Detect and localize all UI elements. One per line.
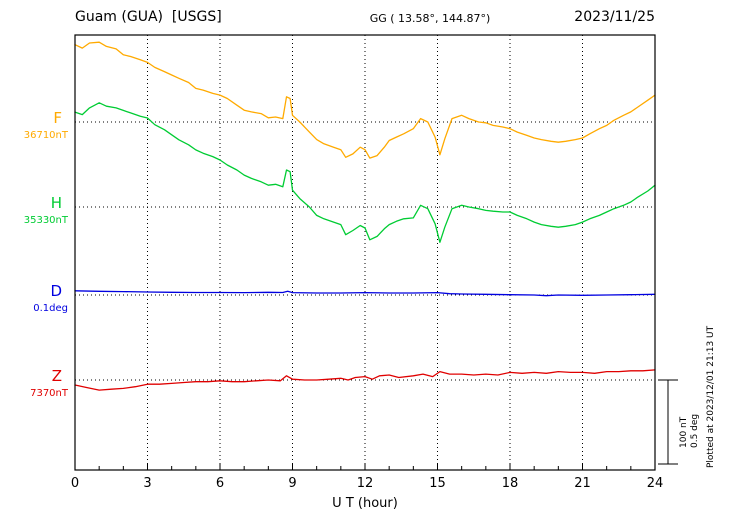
- trace-line-H: [74, 102, 656, 243]
- trace-baseline-f: 36710nT: [23, 130, 68, 141]
- x-tick-label: 0: [70, 476, 80, 491]
- x-tick-label: 6: [215, 476, 225, 491]
- x-axis-label: U T (hour): [332, 496, 398, 511]
- scale-bar-label-deg: 0.5 deg: [690, 414, 700, 448]
- trace-line-F: [74, 41, 656, 159]
- trace-label-d: D: [50, 282, 62, 300]
- x-tick-label: 18: [501, 476, 519, 491]
- trace-label-f: F: [53, 109, 62, 127]
- trace-label-h: H: [50, 194, 62, 212]
- plot-date: 2023/11/25: [574, 9, 655, 25]
- x-tick-label: 15: [429, 476, 446, 491]
- trace-baseline-h: 35330nT: [23, 215, 68, 226]
- station-title: Guam (GUA) [USGS]: [75, 9, 222, 25]
- plot-border: [74, 34, 656, 471]
- x-tick-label: 3: [143, 476, 152, 491]
- trace-label-z: Z: [51, 367, 62, 385]
- trace-line-D: [74, 290, 656, 297]
- x-tick-label: 12: [356, 476, 374, 491]
- x-tick-label: 24: [646, 476, 664, 491]
- scale-bar-label-nt: 100 nT: [679, 416, 689, 448]
- x-tick-label: 21: [574, 476, 591, 491]
- trace-baseline-z: 7370nT: [30, 388, 68, 399]
- plotted-at-note: Plotted at 2023/12/01 21:13 UT: [706, 325, 716, 468]
- trace-baseline-d: 0.1deg: [33, 303, 68, 314]
- geographic-coords: GG ( 13.58°, 144.87°): [369, 12, 491, 25]
- x-tick-label: 9: [288, 476, 297, 491]
- trace-line-Z: [74, 369, 656, 391]
